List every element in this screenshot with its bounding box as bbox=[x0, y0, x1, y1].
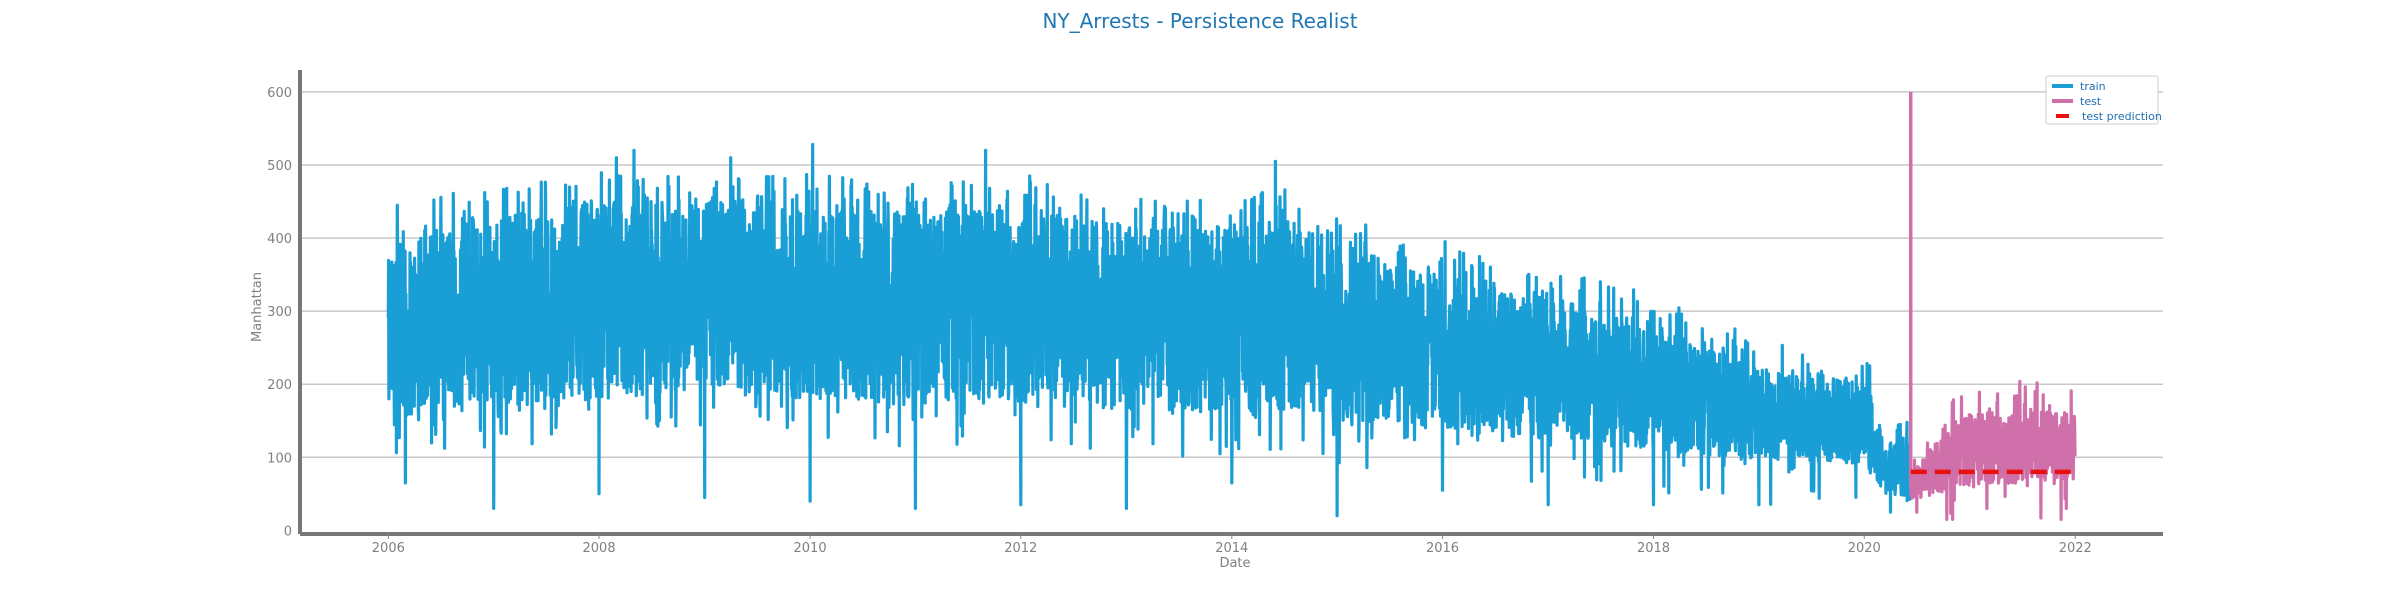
y-tick-label-200: 200 bbox=[267, 378, 292, 393]
y-axis-title: Manhattan bbox=[250, 272, 265, 342]
legend: train test test prediction bbox=[2045, 75, 2162, 125]
legend-label-0: train bbox=[2080, 80, 2106, 93]
x-axis-title: Date bbox=[1219, 556, 1250, 571]
y-tick-label-500: 500 bbox=[267, 159, 292, 174]
legend-label-1: test bbox=[2080, 95, 2102, 108]
x-tick-label-2016: 2016 bbox=[1426, 541, 1459, 556]
tick-labels: 0 100 200 300 400 500 600 2006 2008 2010 2012 2014 2… bbox=[267, 86, 2092, 556]
y-tick-label-100: 100 bbox=[267, 451, 292, 466]
y-tick-label-400: 400 bbox=[267, 232, 292, 247]
x-tick-label-2022: 2022 bbox=[2059, 541, 2092, 556]
legend-box bbox=[2045, 75, 2159, 125]
series-test-line bbox=[1909, 379, 2077, 521]
chart-title: NY_Arrests - Persistence Realist bbox=[1042, 9, 1357, 33]
series-layer bbox=[386, 91, 2077, 521]
x-tick-label-2008: 2008 bbox=[583, 541, 616, 556]
x-tick-label-2018: 2018 bbox=[1637, 541, 1670, 556]
y-tick-label-600: 600 bbox=[267, 86, 292, 101]
x-tick-label-2020: 2020 bbox=[1848, 541, 1881, 556]
x-tick-label-2012: 2012 bbox=[1004, 541, 1037, 556]
legend-label-2: test prediction bbox=[2082, 110, 2162, 123]
x-tick-label-2014: 2014 bbox=[1215, 541, 1248, 556]
y-tick-label-300: 300 bbox=[267, 305, 292, 320]
series-train-line bbox=[386, 142, 1913, 518]
y-tick-label-0: 0 bbox=[284, 524, 292, 539]
x-tick-label-2006: 2006 bbox=[372, 541, 405, 556]
x-tick-label-2010: 2010 bbox=[794, 541, 827, 556]
